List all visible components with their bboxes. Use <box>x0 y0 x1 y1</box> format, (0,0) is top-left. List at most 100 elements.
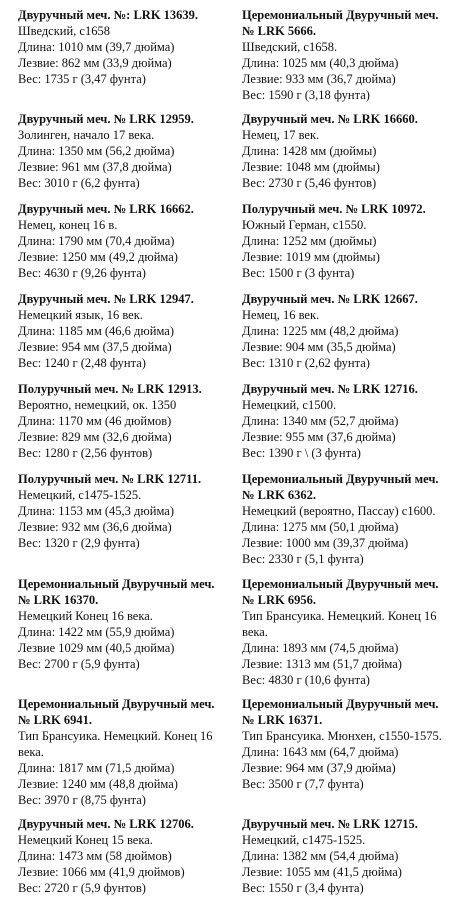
entry-line: Длина: 1422 мм (55,9 дюйма) <box>18 625 175 639</box>
entry-line: Лезвие: 932 мм (36,6 дюйма) <box>18 520 172 534</box>
entry-line: Шведский, c1658 <box>18 24 110 38</box>
entry-line: Длина: 1275 мм (50,1 дюйма) <box>242 520 399 534</box>
sword-entry: Полуручный меч. № LRK 12913. Вероятно, не… <box>18 381 228 461</box>
entry-title: Двуручный меч. № LRK 16660. <box>242 112 418 126</box>
sword-entry: Церемониальный Двуручный меч. № LRK 6362… <box>242 471 452 567</box>
entry-line: Вероятно, немецкий, ок. 1350 <box>18 398 177 412</box>
sword-entry: Церемониальный Двуручный меч. № LRK 1637… <box>242 696 452 792</box>
entry-line: Лезвие 1029 мм (40,5 дюйма) <box>18 641 175 655</box>
entry-line: Лезвие: 829 мм (32,6 дюйма) <box>18 430 172 444</box>
sword-entry: Двуручный меч. № LRK 16662. Немец, конец … <box>18 201 228 281</box>
entry-line: Вес: 2330 г (5,1 фунта) <box>242 552 364 566</box>
sword-entry: Двуручный меч. № LRK 16660. Немец, 17 век… <box>242 111 452 191</box>
entry-line: Тип Брансуика. Немецкий. Конец 16 века. <box>18 729 213 759</box>
entry-line: Лезвие: 933 мм (36,7 дюйма) <box>242 72 396 86</box>
entry-line: Лезвие: 1066 мм (41,9 дюймов) <box>18 865 185 879</box>
sword-entry: Двуручный меч. № LRK 12706. Немецкий Коне… <box>18 816 228 896</box>
entry-line: Немец, конец 16 в. <box>18 218 118 232</box>
entry-line: Длина: 1350 мм (56,2 дюйма) <box>18 144 175 158</box>
entry-title: Церемониальный Двуручный меч. № LRK 6956… <box>242 577 439 607</box>
entry-line: Вес: 3500 г (7,7 фунта) <box>242 777 364 791</box>
entry-line: Длина: 1185 мм (46,6 дюйма) <box>18 324 174 338</box>
entry-line: Тип Брансуика. Мюнхен, c1550-1575. <box>242 729 442 743</box>
entry-line: Длина: 1225 мм (48,2 дюйма) <box>242 324 399 338</box>
entry-line: Вес: 1550 г (3,4 фунта) <box>242 881 364 895</box>
entry-title: Церемониальный Двуручный меч. № LRK 1637… <box>18 577 215 607</box>
sword-entry: Двуручный меч. № LRK 12959. Золинген, нач… <box>18 111 228 191</box>
entry-line: Лезвие: 955 мм (37,6 дюйма) <box>242 430 396 444</box>
entry-line: Немец, 16 век. <box>242 308 320 322</box>
sword-entry: Полуручный меч. № LRK 10972. Южный Герман… <box>242 201 452 281</box>
entry-line: Лезвие: 1313 мм (51,7 дюйма) <box>242 657 402 671</box>
entry-line: Лезвие: 904 мм (35,5 дюйма) <box>242 340 396 354</box>
sword-entry: Двуручный меч. № LRK 12667. Немец, 16 век… <box>242 291 452 371</box>
entry-line: Вес: 4830 г (10,6 фунта) <box>242 673 370 687</box>
entry-line: Вес: 2700 г (5,9 фунта) <box>18 657 140 671</box>
entry-line: Немецкий, c1500. <box>242 398 337 412</box>
entry-line: Лезвие: 1240 мм (48,8 дюйма) <box>18 777 178 791</box>
entry-line: Вес: 1240 г (2,48 фунта) <box>18 356 146 370</box>
entry-line: Лезвие: 1055 мм (41,5 дюйма) <box>242 865 402 879</box>
entry-line: Длина: 1170 мм (46 дюймов) <box>18 414 172 428</box>
entry-line: Тип Брансуика. Немецкий. Конец 16 века. <box>242 609 437 639</box>
entry-line: Длина: 1893 мм (74,5 дюйма) <box>242 641 399 655</box>
entry-line: Вес: 1590 г (3,18 фунта) <box>242 88 370 102</box>
entry-title: Полуручный меч. № LRK 12913. <box>18 382 202 396</box>
entry-line: Лезвие: 1000 мм (39,37 дюйма) <box>242 536 409 550</box>
sword-entry: Церемониальный Двуручный меч. № LRK 6956… <box>242 576 452 688</box>
entry-line: Длина: 1790 мм (70,4 дюйма) <box>18 234 175 248</box>
entry-line: Шведский, c1658. <box>242 40 338 54</box>
entry-line: Длина: 1010 мм (39,7 дюйма) <box>18 40 175 54</box>
sword-entry: Двуручный меч. № LRK 12947. Немецкий язык… <box>18 291 228 371</box>
entry-line: Лезвие: 862 мм (33,9 дюйма) <box>18 56 172 70</box>
sword-entry: Двуручный меч. № LRK 12715. Немецкий, c14… <box>242 816 452 896</box>
entry-title: Двуручный меч. № LRK 12715. <box>242 817 418 831</box>
entry-title: Двуручный меч. № LRK 16662. <box>18 202 194 216</box>
entry-line: Вес: 1310 г (2,62 фунта) <box>242 356 370 370</box>
entry-line: Немецкий Конец 15 века. <box>18 833 153 847</box>
entry-line: Вес: 4630 г (9,26 фунта) <box>18 266 146 280</box>
sword-entry: Полуручный меч. № LRK 12711. Немецкий, c1… <box>18 471 228 551</box>
entry-line: Вес: 2730 г (5,46 фунтов) <box>242 176 377 190</box>
sword-entry: Церемониальный Двуручный меч. № LRK 1637… <box>18 576 228 672</box>
sword-entry: Церемониальный Двуручный меч. № LRK 5666… <box>242 7 452 103</box>
sword-entry: Церемониальный Двуручный меч. № LRK 6941… <box>18 696 228 808</box>
entry-line: Длина: 1382 мм (54,4 дюйма) <box>242 849 399 863</box>
entry-line: Лезвие: 1048 мм (дюймы) <box>242 160 380 174</box>
entry-line: Лезвие: 964 мм (37,9 дюйма) <box>242 761 396 775</box>
entry-line: Длина: 1153 мм (45,3 дюйма) <box>18 504 174 518</box>
entry-line: Немецкий (вероятно, Пассау) c1600. <box>242 504 436 518</box>
entry-line: Длина: 1473 мм (58 дюймов) <box>18 849 172 863</box>
entry-line: Длина: 1643 мм (64,7 дюйма) <box>242 745 399 759</box>
entry-line: Длина: 1340 мм (52,7 дюйма) <box>242 414 399 428</box>
entry-title: Двуручный меч. № LRK 12716. <box>242 382 418 396</box>
entry-line: Южный Герман, c1550. <box>242 218 367 232</box>
entry-title: Церемониальный Двуручный меч. № LRK 6362… <box>242 472 439 502</box>
entry-title: Двуручный меч. № LRK 12667. <box>242 292 418 306</box>
entry-line: Немецкий, c1475-1525. <box>18 488 142 502</box>
entry-line: Вес: 1735 г (3,47 фунта) <box>18 72 146 86</box>
entry-line: Немец, 17 век. <box>242 128 320 142</box>
entry-title: Церемониальный Двуручный меч. № LRK 6941… <box>18 697 215 727</box>
entry-line: Вес: 1280 г (2,56 фунтов) <box>18 446 153 460</box>
entry-line: Лезвие: 961 мм (37,8 дюйма) <box>18 160 172 174</box>
sword-entry: Двуручный меч. № LRK 12716. Немецкий, c15… <box>242 381 452 461</box>
entry-line: Лезвие: 1019 мм (дюймы) <box>242 250 380 264</box>
entry-line: Немецкий язык, 16 век. <box>18 308 143 322</box>
entry-line: Лезвие: 1250 мм (49,2 дюйма) <box>18 250 178 264</box>
entry-line: Длина: 1025 мм (40,3 дюйма) <box>242 56 399 70</box>
entry-line: Лезвие: 954 мм (37,5 дюйма) <box>18 340 172 354</box>
entry-title: Полуручный меч. № LRK 10972. <box>242 202 426 216</box>
entry-line: Вес: 2720 г (5,9 фунтов) <box>18 881 146 895</box>
entry-line: Вес: 1500 г (3 фунта) <box>242 266 355 280</box>
entry-title: Двуручный меч. № LRK 12706. <box>18 817 194 831</box>
sword-entry: Двуручный меч. №: LRK 13639. Шведский, c1… <box>18 7 228 87</box>
entry-title: Полуручный меч. № LRK 12711. <box>18 472 202 486</box>
entry-line: Длина: 1428 мм (дюймы) <box>242 144 377 158</box>
entry-line: Вес: 3010 г (6,2 фунта) <box>18 176 140 190</box>
entry-line: Вес: 1320 г (2,9 фунта) <box>18 536 140 550</box>
entry-line: Вес: 1390 г \ (3 фунта) <box>242 446 361 460</box>
entry-title: Двуручный меч. № LRK 12959. <box>18 112 194 126</box>
entry-line: Немецкий Конец 16 века. <box>18 609 153 623</box>
entry-title: Церемониальный Двуручный меч. № LRK 5666… <box>242 8 439 38</box>
